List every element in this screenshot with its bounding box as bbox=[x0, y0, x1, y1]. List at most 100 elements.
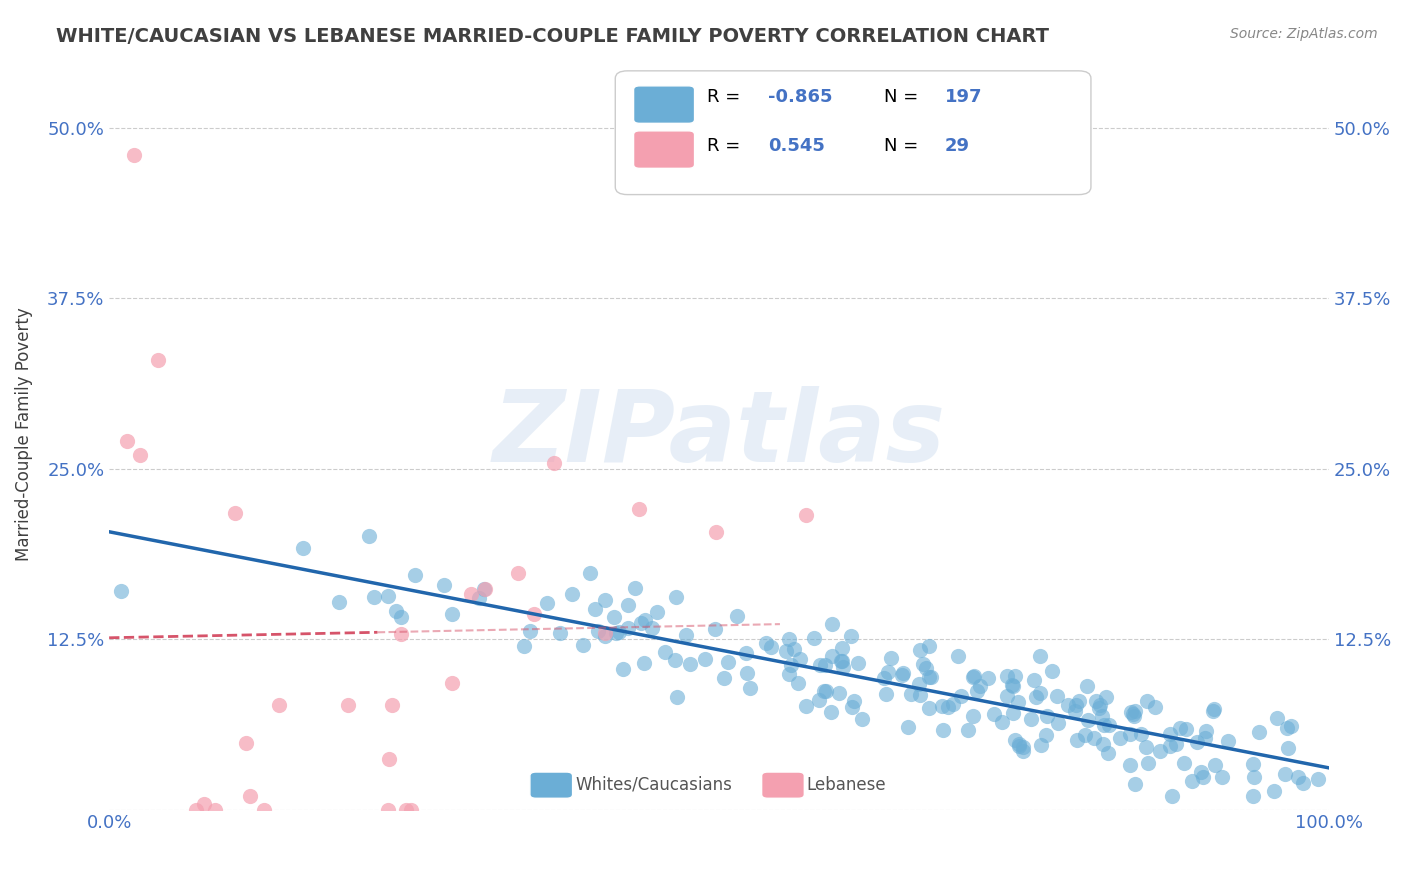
Point bbox=[593, 593, 616, 607]
Y-axis label: Married-Couple Family Poverty: Married-Couple Family Poverty bbox=[15, 308, 32, 561]
Point bbox=[513, 640, 536, 654]
Point bbox=[830, 654, 852, 668]
Point bbox=[1243, 789, 1265, 803]
Point bbox=[472, 582, 495, 596]
FancyBboxPatch shape bbox=[530, 772, 572, 798]
Point bbox=[586, 624, 609, 639]
Point bbox=[548, 625, 571, 640]
Point bbox=[224, 506, 246, 520]
Point bbox=[931, 699, 953, 714]
Point bbox=[630, 616, 652, 631]
Text: 0.545: 0.545 bbox=[768, 136, 824, 155]
Point bbox=[1035, 728, 1057, 742]
Point bbox=[900, 687, 922, 701]
Point bbox=[645, 605, 668, 619]
Point bbox=[612, 662, 634, 676]
Point bbox=[803, 631, 825, 645]
Point bbox=[1046, 689, 1069, 703]
Point bbox=[1029, 649, 1052, 664]
Point bbox=[1021, 712, 1043, 726]
Point bbox=[633, 656, 655, 670]
Point bbox=[1218, 733, 1240, 747]
Point bbox=[395, 803, 418, 817]
Point bbox=[1159, 727, 1181, 741]
Point bbox=[1194, 723, 1216, 738]
Point bbox=[738, 681, 761, 696]
FancyBboxPatch shape bbox=[762, 772, 804, 798]
Point bbox=[239, 789, 262, 804]
Point bbox=[875, 687, 897, 701]
Point bbox=[1119, 705, 1142, 719]
Point bbox=[807, 692, 830, 706]
Point bbox=[543, 456, 565, 470]
FancyBboxPatch shape bbox=[634, 131, 695, 169]
Point bbox=[292, 541, 315, 555]
Point bbox=[1040, 664, 1063, 678]
Point bbox=[831, 641, 853, 656]
Text: Source: ZipAtlas.com: Source: ZipAtlas.com bbox=[1230, 27, 1378, 41]
Point bbox=[624, 581, 647, 595]
FancyBboxPatch shape bbox=[616, 70, 1091, 194]
Point bbox=[363, 591, 385, 605]
Point bbox=[725, 608, 748, 623]
Point bbox=[146, 352, 169, 367]
Point bbox=[664, 653, 686, 667]
Text: WHITE/CAUCASIAN VS LEBANESE MARRIED-COUPLE FAMILY POVERTY CORRELATION CHART: WHITE/CAUCASIAN VS LEBANESE MARRIED-COUP… bbox=[56, 27, 1049, 45]
Text: ZIPatlas: ZIPatlas bbox=[492, 386, 945, 483]
Point bbox=[995, 669, 1018, 683]
Point bbox=[977, 671, 1000, 685]
Point bbox=[814, 683, 837, 698]
Text: Whites/Caucasians: Whites/Caucasians bbox=[575, 776, 733, 794]
Point bbox=[983, 707, 1005, 722]
Point bbox=[579, 566, 602, 581]
Point bbox=[814, 657, 837, 672]
Point bbox=[963, 669, 986, 683]
Point bbox=[848, 656, 870, 670]
Point bbox=[1029, 686, 1052, 700]
Point bbox=[1161, 789, 1184, 803]
Point bbox=[377, 590, 399, 604]
Point bbox=[378, 752, 401, 766]
Point bbox=[1211, 770, 1233, 784]
Point bbox=[1130, 726, 1153, 740]
Text: R =: R = bbox=[707, 88, 745, 106]
Point bbox=[1192, 770, 1215, 784]
Point bbox=[897, 720, 920, 734]
Point bbox=[827, 686, 849, 700]
Point bbox=[1066, 698, 1088, 712]
Point bbox=[1241, 757, 1264, 772]
Point bbox=[1247, 724, 1270, 739]
Point bbox=[1091, 709, 1114, 723]
Point bbox=[1097, 747, 1119, 761]
Point bbox=[389, 627, 412, 641]
Point bbox=[640, 621, 662, 635]
Point bbox=[1143, 699, 1166, 714]
Point bbox=[1123, 709, 1146, 723]
Point bbox=[1168, 721, 1191, 735]
Point bbox=[842, 694, 865, 708]
Point bbox=[460, 587, 482, 601]
Point bbox=[204, 803, 226, 817]
Point bbox=[1001, 678, 1024, 692]
Point bbox=[789, 652, 811, 666]
Text: 197: 197 bbox=[945, 88, 981, 106]
Point bbox=[1122, 707, 1144, 722]
Point bbox=[1202, 702, 1225, 716]
Point bbox=[1185, 735, 1208, 749]
Point bbox=[1008, 738, 1031, 752]
Point bbox=[911, 657, 934, 672]
Point bbox=[918, 670, 941, 684]
Point bbox=[267, 698, 290, 712]
Point bbox=[780, 658, 803, 673]
Point bbox=[775, 643, 797, 657]
Point bbox=[561, 587, 583, 601]
Point bbox=[782, 641, 804, 656]
Point bbox=[832, 660, 855, 674]
Point bbox=[1279, 719, 1302, 733]
Point bbox=[918, 701, 941, 715]
Point bbox=[851, 712, 873, 726]
Point bbox=[915, 661, 938, 675]
Point bbox=[440, 607, 463, 621]
Point bbox=[1057, 698, 1080, 713]
Point bbox=[969, 679, 991, 693]
